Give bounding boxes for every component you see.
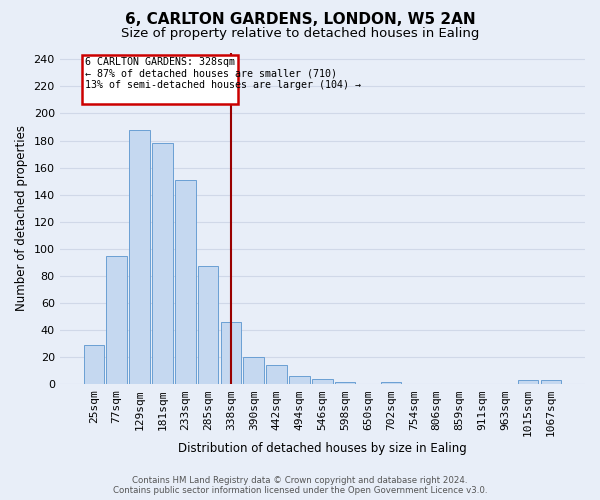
- Bar: [266, 366, 287, 384]
- Bar: [83, 345, 104, 385]
- Y-axis label: Number of detached properties: Number of detached properties: [15, 126, 28, 312]
- Bar: [244, 357, 264, 384]
- Bar: [106, 256, 127, 384]
- Bar: [541, 380, 561, 384]
- Bar: [335, 382, 355, 384]
- Text: 6, CARLTON GARDENS, LONDON, W5 2AN: 6, CARLTON GARDENS, LONDON, W5 2AN: [125, 12, 475, 28]
- X-axis label: Distribution of detached houses by size in Ealing: Distribution of detached houses by size …: [178, 442, 467, 455]
- Bar: [289, 376, 310, 384]
- Bar: [129, 130, 150, 384]
- Text: Contains HM Land Registry data © Crown copyright and database right 2024.
Contai: Contains HM Land Registry data © Crown c…: [113, 476, 487, 495]
- Text: Size of property relative to detached houses in Ealing: Size of property relative to detached ho…: [121, 28, 479, 40]
- Bar: [175, 180, 196, 384]
- Bar: [221, 322, 241, 384]
- Bar: [518, 380, 538, 384]
- Bar: [198, 266, 218, 384]
- Bar: [380, 382, 401, 384]
- Text: 6 CARLTON GARDENS: 328sqm
← 87% of detached houses are smaller (710)
13% of semi: 6 CARLTON GARDENS: 328sqm ← 87% of detac…: [85, 56, 361, 90]
- Bar: [152, 143, 173, 384]
- Bar: [82, 55, 238, 104]
- Bar: [312, 379, 332, 384]
